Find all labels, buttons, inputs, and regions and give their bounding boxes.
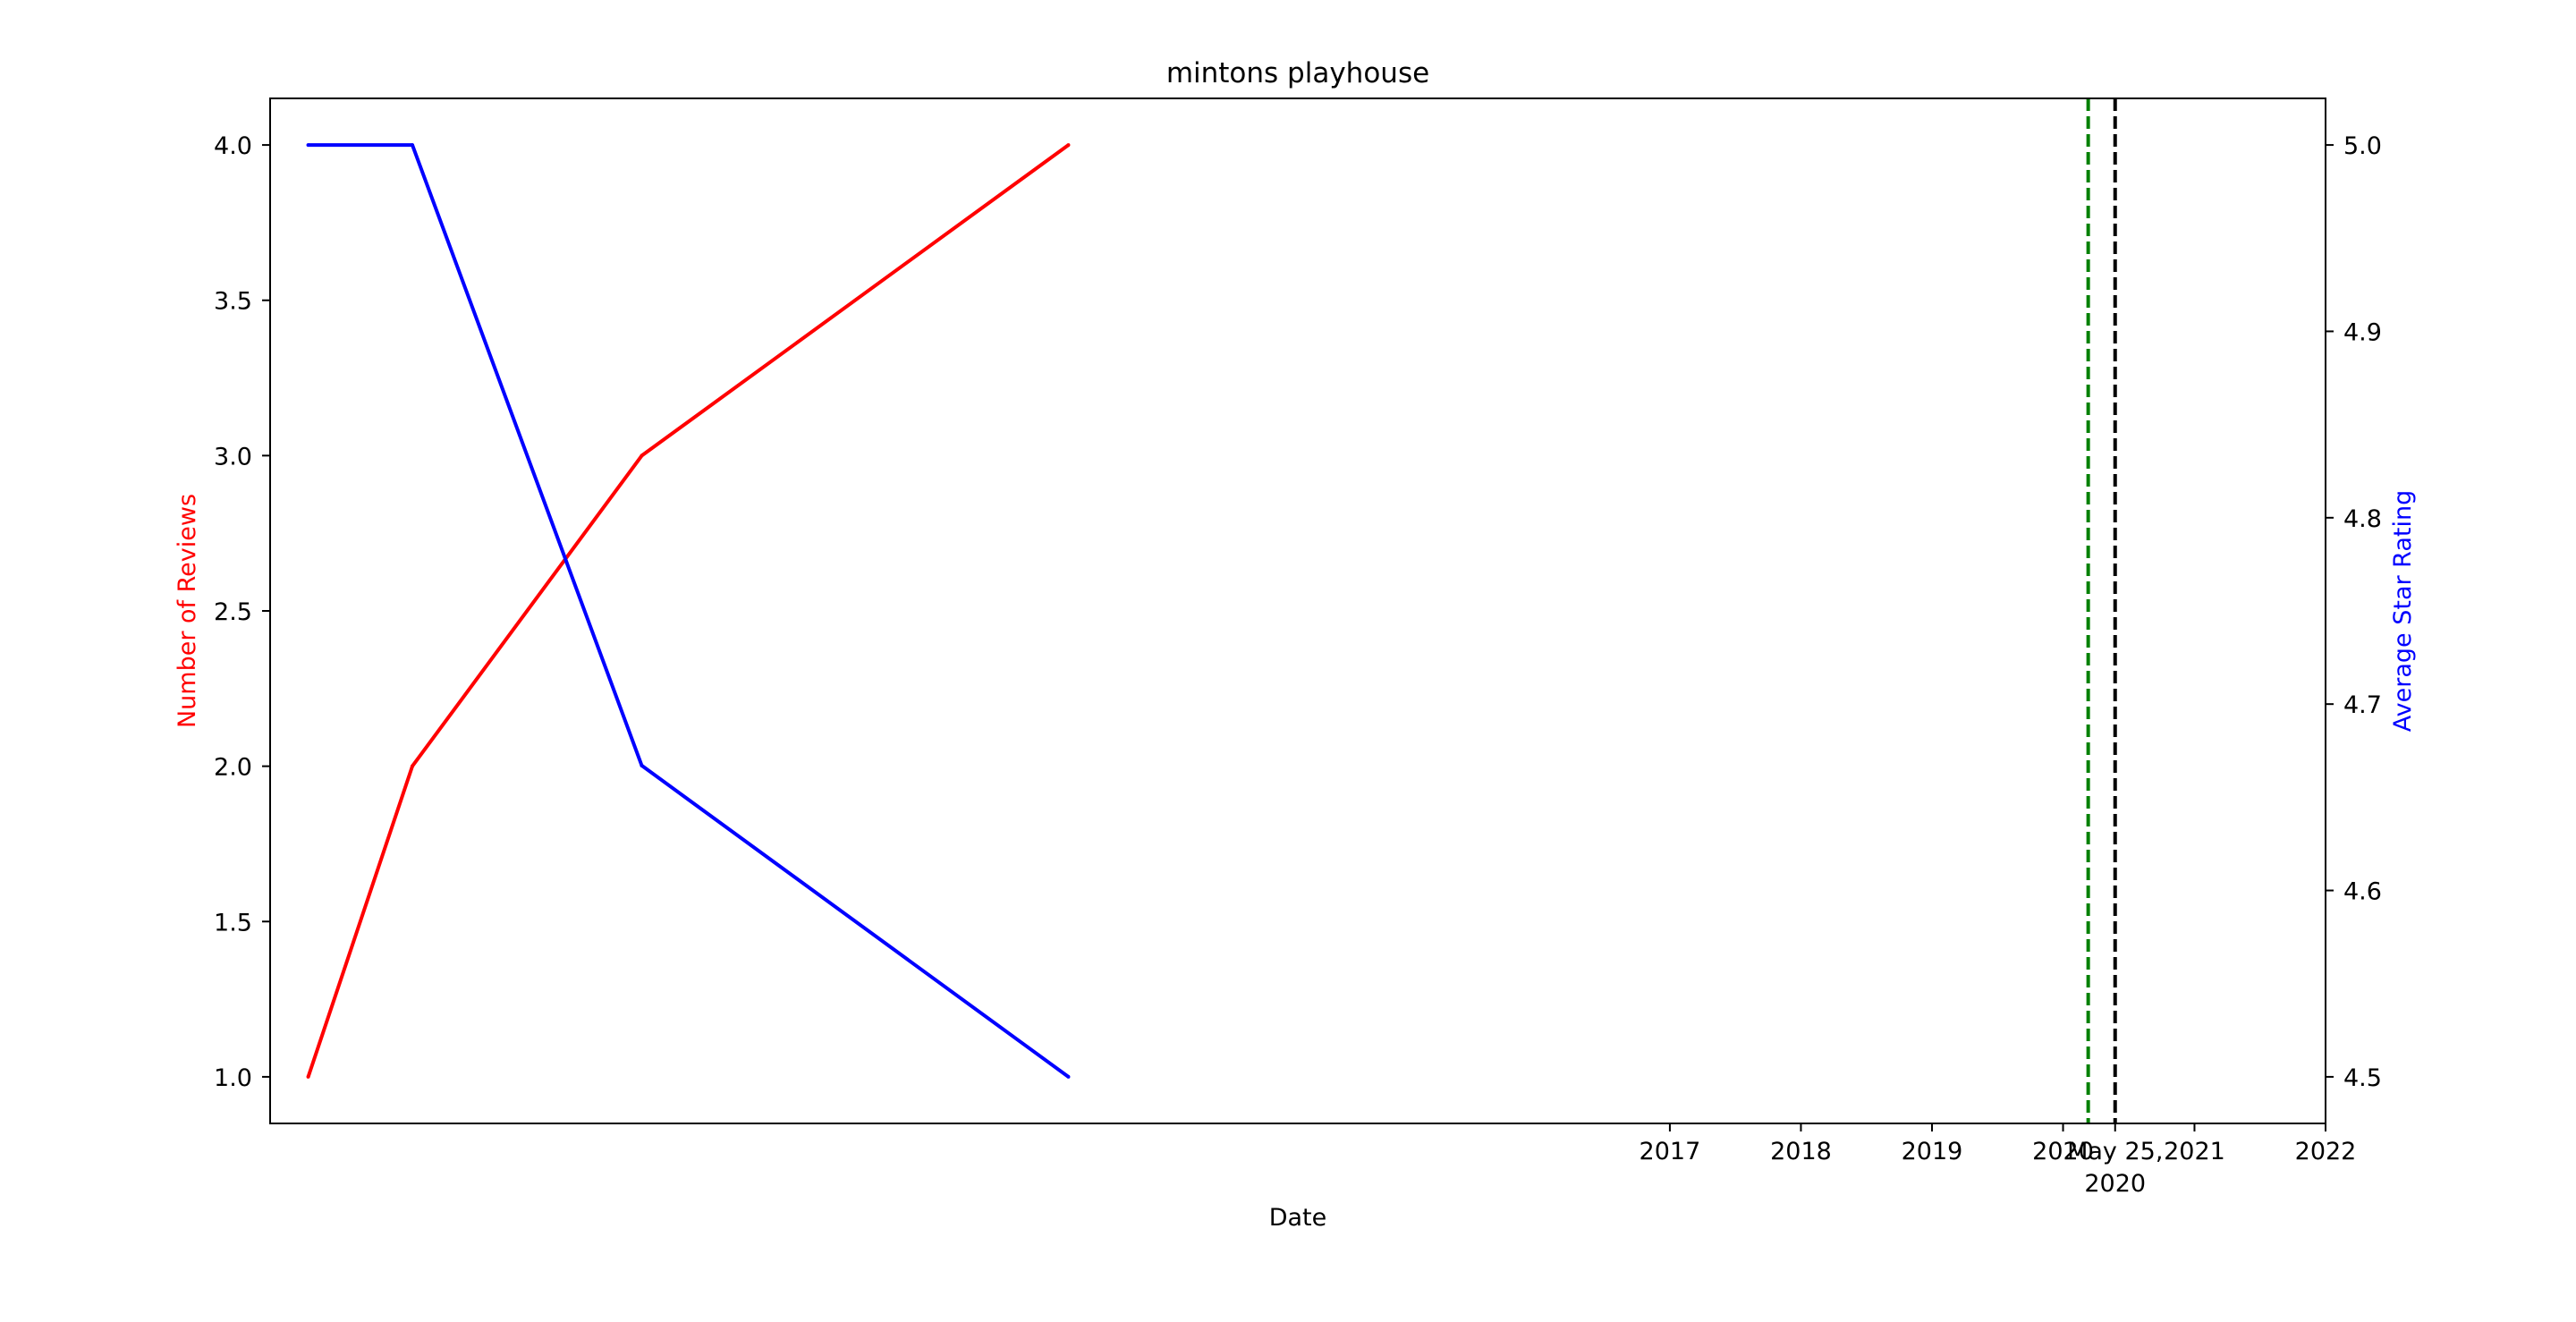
series-1-point-3: [1066, 1074, 1071, 1079]
x-tick-label-0: 2017: [1640, 1138, 1701, 1165]
y-left-tick-label-1: 1.5: [214, 909, 252, 936]
series-0-point-3: [1066, 143, 1071, 148]
y-left-axis-ticks: 1.0 1.5 2.0 2.5 3.0 3.5 4.0: [214, 132, 270, 1092]
y-left-tick-label-2: 2.0: [214, 754, 252, 782]
y-right-tick-label-1: 4.6: [2343, 878, 2382, 906]
x-tick-label-2: 2019: [1902, 1138, 1963, 1165]
y-right-axis-ticks: 4.5 4.6 4.7 4.8 4.9 5.0: [2326, 132, 2382, 1092]
y-right-tick-label-0: 4.5: [2343, 1064, 2382, 1092]
series-1-point-0: [306, 143, 310, 148]
series-0-point-2: [640, 453, 644, 458]
x-tick-label-1: 2018: [1770, 1138, 1832, 1165]
y-right-tick-label-4: 4.9: [2343, 318, 2382, 346]
x-tick-label-4-line2: 2020: [2084, 1170, 2146, 1198]
series-0-point-1: [410, 764, 414, 768]
y-right-axis-label: Average Star Rating: [2389, 490, 2417, 732]
y-left-tick-label-6: 4.0: [214, 132, 252, 160]
y-left-tick-label-5: 3.5: [214, 288, 252, 316]
x-axis-label: Date: [1269, 1204, 1327, 1232]
y-left-tick-label-3: 2.5: [214, 598, 252, 626]
y-right-tick-label-2: 4.7: [2343, 691, 2382, 719]
series-line-1: [308, 143, 1070, 1079]
series-line-0: [306, 143, 1070, 1078]
y-left-axis-label: Number of Reviews: [174, 494, 201, 728]
series-1-point-2: [640, 763, 644, 767]
series-1-point-1: [410, 143, 414, 148]
series-0-point-0: [306, 1074, 310, 1079]
x-tick-label-6: 2022: [2295, 1138, 2357, 1165]
y-left-tick-label-4: 3.0: [214, 443, 252, 470]
plot-content: [306, 98, 2117, 1123]
x-tick-label-4: May 25,: [2067, 1138, 2163, 1165]
chart-title: mintons playhouse: [1166, 57, 1429, 89]
x-tick-label-5: 2021: [2164, 1138, 2225, 1165]
x-tick-label-3: 2020: [2032, 1138, 2094, 1165]
y-right-tick-label-3: 4.8: [2343, 505, 2382, 533]
y-left-tick-label-0: 1.0: [214, 1064, 252, 1092]
y-right-tick-label-5: 5.0: [2343, 132, 2382, 160]
